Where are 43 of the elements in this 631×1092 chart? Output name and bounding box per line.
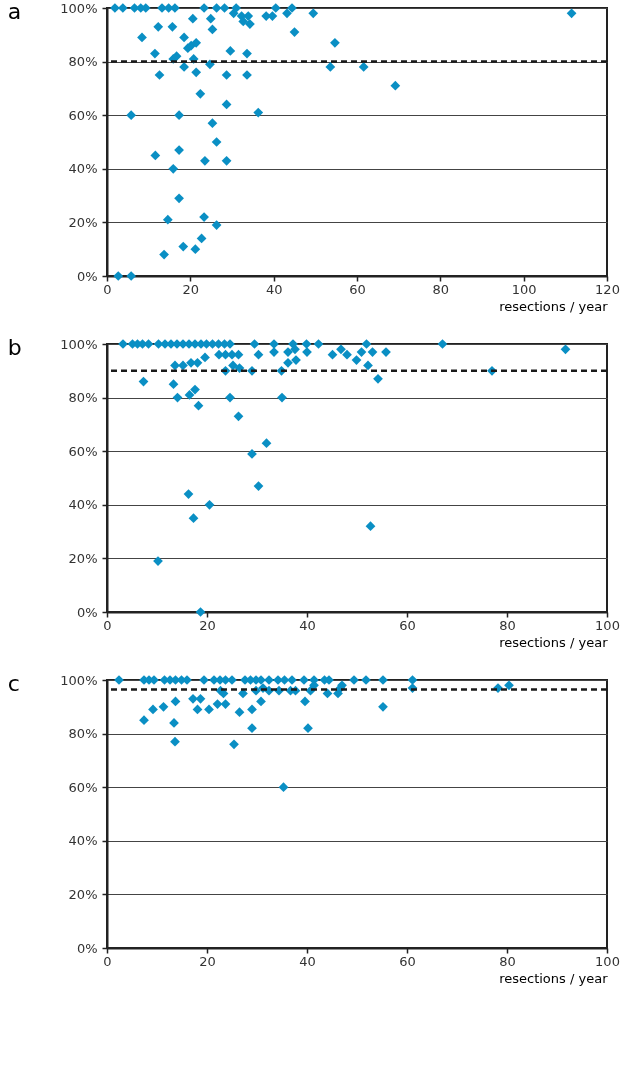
x-tick-label: 60 [349, 281, 366, 297]
x-axis-title: resections / year [499, 970, 609, 986]
y-tick-label: 100% [60, 336, 98, 352]
x-tick-label: 40 [299, 953, 316, 969]
x-tick-label: 120 [595, 281, 620, 297]
x-tick-label: 60 [399, 953, 416, 969]
chart-title: a [7, 0, 22, 24]
y-tick-label: 60% [68, 107, 98, 123]
x-tick-label: 100 [595, 617, 620, 633]
y-tick-label: 60% [68, 443, 98, 459]
y-tick-label: 80% [68, 390, 98, 406]
y-tick-label: 0% [76, 604, 98, 620]
y-tick-label: 40% [68, 161, 98, 177]
x-tick-label: 100 [511, 281, 537, 297]
y-tick-label: 20% [68, 214, 98, 230]
x-tick-label: 80 [432, 281, 450, 297]
y-tick-label: 20% [68, 550, 98, 566]
x-tick-label: 20 [199, 617, 216, 633]
x-tick-label: 100 [595, 953, 620, 969]
y-tick-label: 80% [68, 54, 98, 70]
x-tick-label: 40 [299, 617, 316, 633]
x-tick-label: 0 [103, 617, 112, 633]
y-tick-label: 20% [68, 886, 98, 902]
y-tick-label: 40% [68, 833, 98, 849]
y-tick-label: 100% [60, 672, 98, 688]
y-tick-label: 60% [68, 779, 98, 795]
x-tick-label: 0 [103, 281, 112, 297]
x-axis-title: resections / year [499, 298, 609, 314]
chart-title: c [7, 671, 20, 696]
chart-title: b [7, 335, 22, 360]
y-tick-label: 0% [76, 268, 98, 284]
x-tick-label: 40 [265, 281, 283, 297]
x-tick-label: 60 [399, 617, 416, 633]
x-axis-title: resections / year [499, 634, 609, 650]
y-tick-label: 80% [68, 726, 98, 742]
x-tick-label: 80 [499, 617, 516, 633]
y-tick-label: 0% [76, 940, 98, 956]
x-tick-label: 20 [182, 281, 200, 297]
y-tick-label: 40% [68, 497, 98, 513]
x-tick-label: 20 [199, 953, 216, 969]
x-tick-label: 0 [103, 953, 112, 969]
y-tick-label: 100% [60, 0, 98, 16]
x-tick-label: 80 [499, 953, 516, 969]
